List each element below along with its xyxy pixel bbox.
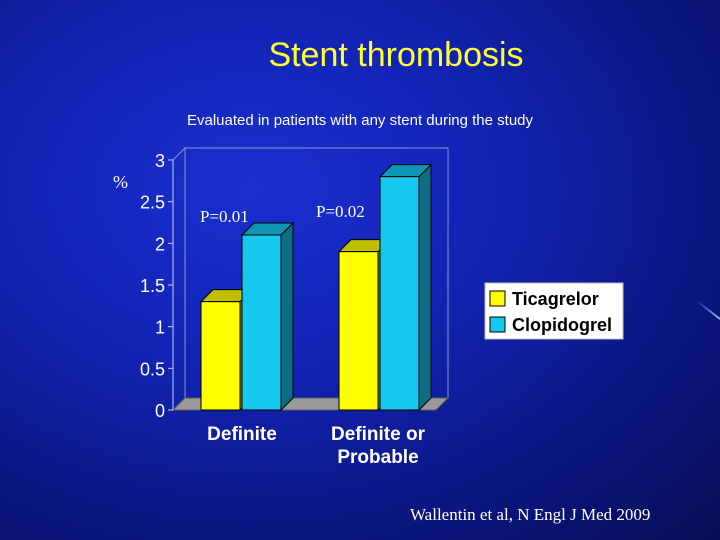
y-tick-label: 3 [155,151,165,171]
bar-side-clopidogrel-1 [280,221,294,412]
citation: Wallentin et al, N Engl J Med 2009 [410,505,651,524]
y-tick-label: 1.5 [140,276,165,296]
y-tick-label: 1 [155,318,165,338]
legend-label-clopidogrel: Clopidogrel [512,315,612,335]
x-category-label: Definite [207,424,277,445]
legend-box [484,282,624,340]
chart-side-wall [172,146,186,412]
bar-clopidogrel-1 [241,234,282,411]
y-tick-label: 2.5 [140,193,165,213]
x-category-label: Probable [337,447,418,468]
slide-subtitle: Evaluated in patients with any stent dur… [186,112,534,129]
y-tick-label: 0.5 [140,359,165,379]
p-value-annotation: P=0.02 [316,202,365,221]
y-tick-label: 0 [155,401,165,421]
legend-swatch-ticagrelor [489,290,506,307]
x-category-label: Definite or [331,424,426,445]
bar-clopidogrel-2 [379,176,420,411]
bar-side-clopidogrel-2 [418,163,432,412]
legend-swatch-clopidogrel [489,316,506,333]
y-tick-label: 2 [155,234,165,254]
y-axis-label: % [113,172,128,192]
bar-ticagrelor-1 [200,301,241,411]
legend-label-ticagrelor: Ticagrelor [512,289,599,309]
bar-ticagrelor-2 [338,251,379,411]
slide-title: Stent thrombosis [268,36,524,74]
p-value-annotation: P=0.01 [200,207,249,226]
